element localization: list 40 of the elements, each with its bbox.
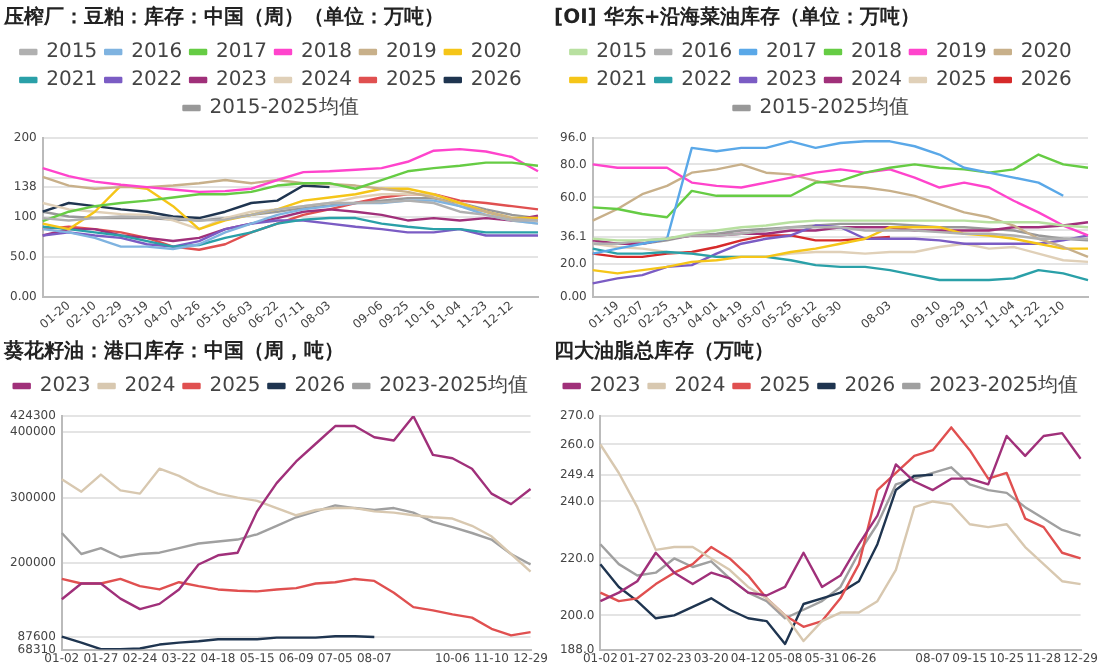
legend-label: 2026 — [470, 69, 522, 92]
chart-title: 葵花籽油：港口库存：中国（周，吨） — [2, 339, 344, 364]
chart-title: 压榨厂：豆粕：库存：中国（周）（单位：万吨） — [2, 5, 444, 30]
legend-label: 2023 — [39, 375, 91, 398]
legend-label: 2015-2025均值 — [759, 95, 909, 120]
chart-title: 四大油脂总库存（万吨） — [554, 339, 774, 364]
legend-label: 2017 — [216, 41, 268, 64]
legend-label: 2023 — [589, 375, 641, 398]
legend-label: 2025 — [209, 375, 261, 398]
legend-label: 2026 — [844, 375, 896, 398]
legend-label: 2020 — [470, 41, 522, 64]
legend-label: 2016 — [681, 41, 733, 64]
legend-label: 2021 — [596, 69, 648, 92]
legend-label: 2018 — [301, 41, 352, 64]
legend-label: 2023 — [766, 69, 818, 92]
legend-label: 2015 — [46, 41, 98, 64]
legend-label: 2025 — [759, 375, 811, 398]
legend-label: 2021 — [46, 69, 98, 92]
legend-label: 2024 — [124, 375, 176, 398]
legend-label: 2016 — [131, 41, 183, 64]
legend-label: 2023-2025均值 — [929, 373, 1079, 398]
legend-label: 2023 — [216, 69, 268, 92]
legend-label: 2022 — [681, 69, 733, 92]
legend-label: 2020 — [1020, 41, 1072, 64]
legend-label: 2019 — [385, 41, 437, 64]
legend-label: 2024 — [301, 69, 352, 92]
legend-label: 2018 — [851, 41, 902, 64]
legend-label: 2026 — [1020, 69, 1072, 92]
legend-label: 2024 — [674, 375, 726, 398]
legend-label: 2023-2025均值 — [379, 373, 529, 398]
legend-label: 2015 — [596, 41, 648, 64]
legend-label: 2017 — [766, 41, 818, 64]
legend-label: 2015-2025均值 — [209, 95, 359, 120]
legend-label: 2026 — [294, 375, 346, 398]
legend-label: 2024 — [851, 69, 902, 92]
chart-title: [OI] 华东+沿海菜油库存（单位：万吨） — [554, 5, 921, 30]
legend-label: 2019 — [935, 41, 987, 64]
legend-label: 2025 — [385, 69, 437, 92]
legend-label: 2022 — [131, 69, 183, 92]
legend-label: 2025 — [935, 69, 987, 92]
